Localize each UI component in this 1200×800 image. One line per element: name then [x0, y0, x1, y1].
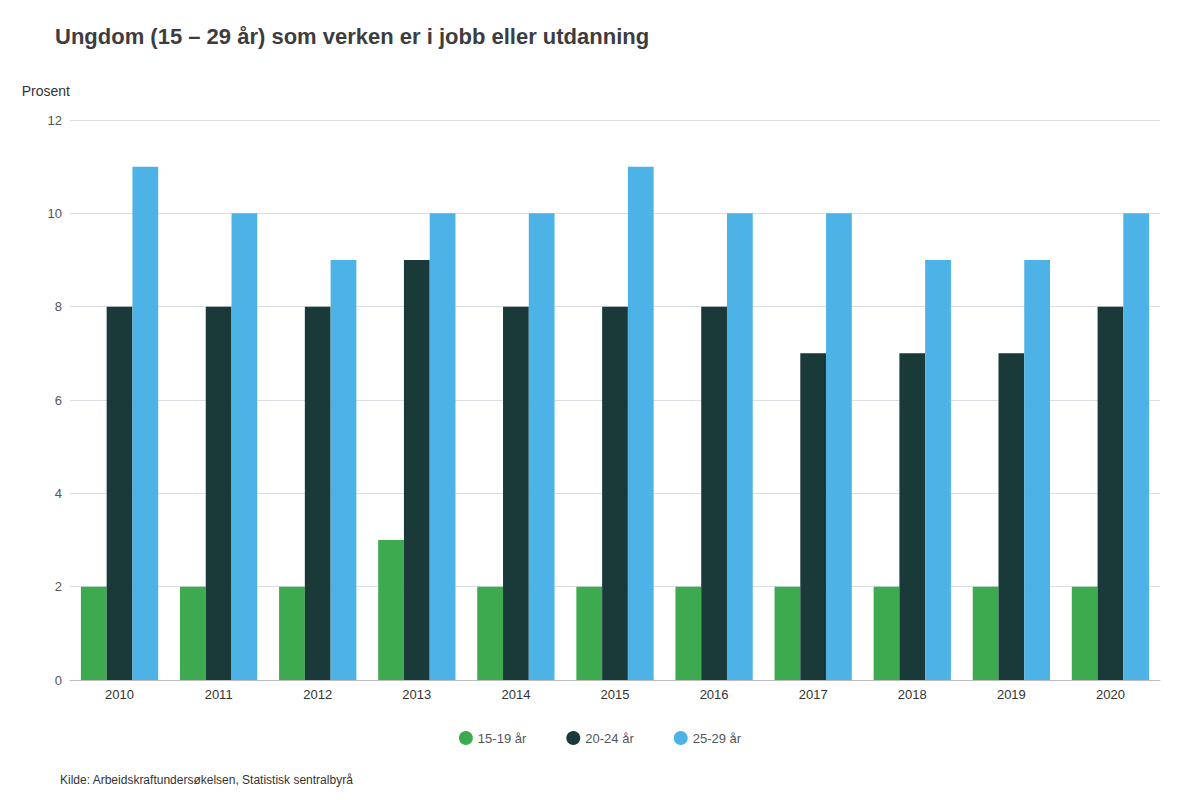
- svg-text:0: 0: [55, 673, 62, 688]
- svg-text:2014: 2014: [501, 687, 530, 702]
- svg-text:2011: 2011: [205, 687, 233, 702]
- svg-text:8: 8: [55, 299, 62, 314]
- svg-text:Prosent: Prosent: [22, 83, 70, 99]
- svg-text:20-24 år: 20-24 år: [585, 731, 634, 746]
- svg-text:2: 2: [55, 579, 62, 594]
- svg-text:12: 12: [48, 113, 62, 128]
- svg-text:2015: 2015: [601, 687, 630, 702]
- svg-text:2016: 2016: [700, 687, 729, 702]
- svg-text:2018: 2018: [898, 687, 927, 702]
- svg-text:Kilde: Arbeidskraftundersøkels: Kilde: Arbeidskraftundersøkelsen, Statis…: [60, 773, 353, 787]
- svg-text:2017: 2017: [799, 687, 828, 702]
- svg-text:2020: 2020: [1096, 687, 1125, 702]
- svg-text:10: 10: [48, 206, 62, 221]
- svg-text:2013: 2013: [402, 687, 431, 702]
- svg-text:4: 4: [55, 486, 62, 501]
- svg-text:6: 6: [55, 393, 62, 408]
- svg-text:2012: 2012: [303, 687, 332, 702]
- svg-text:15-19 år: 15-19 år: [478, 731, 527, 746]
- svg-text:25-29 år: 25-29 år: [693, 731, 742, 746]
- svg-text:2019: 2019: [997, 687, 1026, 702]
- svg-text:Ungdom (15 – 29 år) som verken: Ungdom (15 – 29 år) som verken er i jobb…: [55, 24, 649, 49]
- svg-text:2010: 2010: [105, 687, 134, 702]
